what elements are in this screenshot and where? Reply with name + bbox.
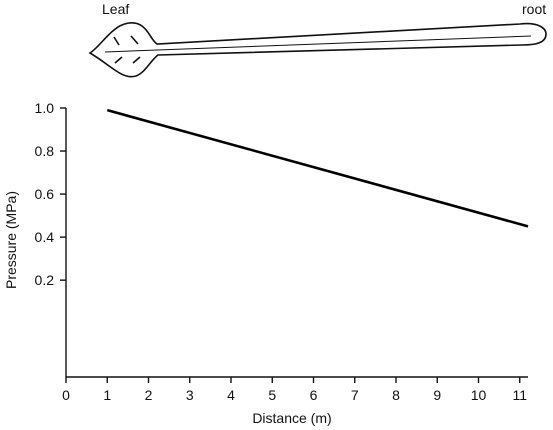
leaf-stomata-mark bbox=[113, 36, 120, 46]
x-tick-label: 4 bbox=[227, 387, 235, 403]
y-axis-title: Pressure (MPa) bbox=[3, 191, 19, 289]
leaf-stomata-mark bbox=[130, 35, 139, 45]
x-axis-title: Distance (m) bbox=[252, 410, 331, 426]
x-tick-label: 3 bbox=[186, 387, 194, 403]
leaf-stomata-mark bbox=[132, 56, 141, 64]
line-chart: 0.2 0.4 0.6 0.8 1.0 0 1 2 3 4 5 6 7 8 9 10 11 Distance … bbox=[3, 100, 529, 426]
y-tick-label: 0.6 bbox=[35, 186, 55, 202]
y-tick-label: 1.0 bbox=[35, 100, 55, 116]
x-axis-ticks: 0 1 2 3 4 5 6 7 8 9 10 11 bbox=[62, 377, 527, 403]
x-tick-label: 6 bbox=[310, 387, 318, 403]
x-tick-label: 11 bbox=[512, 387, 527, 403]
x-tick-label: 0 bbox=[62, 387, 70, 403]
y-tick-label: 0.4 bbox=[35, 229, 55, 245]
y-tick-label: 0.2 bbox=[35, 272, 55, 288]
x-tick-label: 10 bbox=[471, 387, 487, 403]
plant-midline bbox=[104, 35, 532, 53]
x-tick-label: 2 bbox=[145, 387, 153, 403]
x-tick-label: 7 bbox=[351, 387, 359, 403]
series-line bbox=[106, 108, 529, 228]
x-tick-label: 5 bbox=[268, 387, 276, 403]
y-axis-ticks: 0.2 0.4 0.6 0.8 1.0 bbox=[35, 100, 66, 288]
root-label: root bbox=[522, 1, 546, 17]
plant-outline bbox=[88, 21, 547, 78]
leaf-label: Leaf bbox=[102, 1, 129, 17]
x-tick-label: 1 bbox=[103, 387, 111, 403]
y-tick-label: 0.8 bbox=[35, 143, 55, 159]
x-tick-label: 9 bbox=[433, 387, 441, 403]
plant-diagram: Leaf root bbox=[88, 1, 547, 78]
series-layer bbox=[106, 108, 529, 228]
x-tick-label: 8 bbox=[392, 387, 400, 403]
leaf-stomata-mark bbox=[114, 56, 123, 64]
